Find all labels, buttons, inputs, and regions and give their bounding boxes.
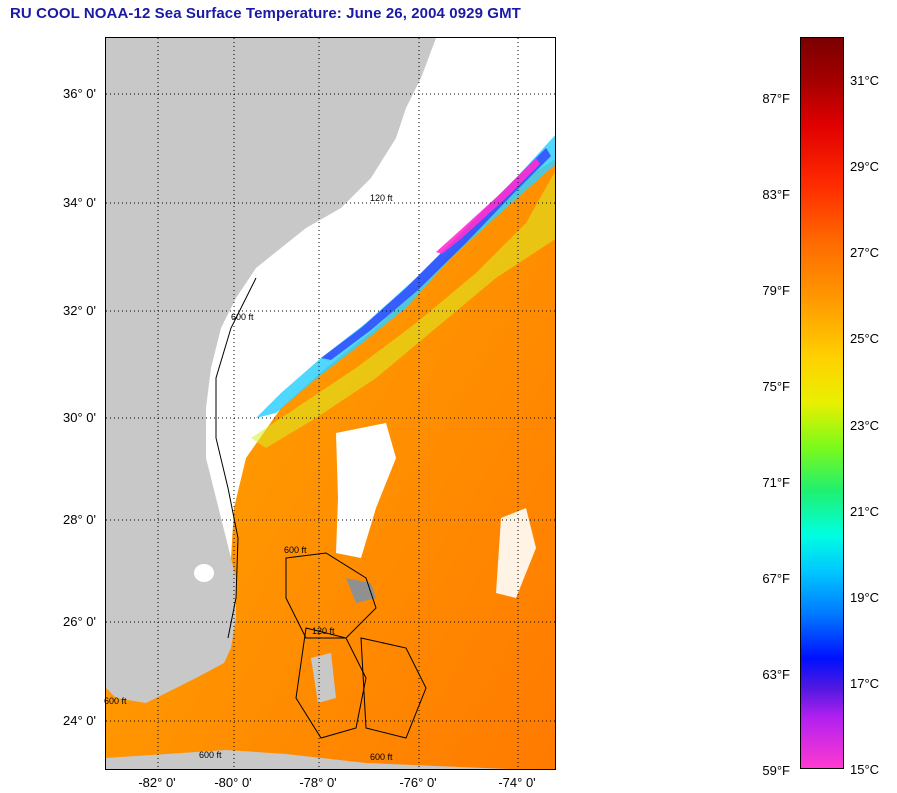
colorbar-c-label: 19°C <box>850 590 880 605</box>
lat-tick-label: 30° 0' <box>63 410 96 425</box>
cloud-patch <box>336 423 396 558</box>
colorbar-f-label: 63°F <box>762 667 790 682</box>
lat-tick-label: 28° 0' <box>63 512 96 527</box>
colorbar-f-label: 75°F <box>762 379 790 394</box>
lat-tick-label: 36° 0' <box>63 86 96 101</box>
colorbar-f-label: 59°F <box>762 763 790 778</box>
lon-tick-label: -74° 0' <box>498 775 536 790</box>
sst-map <box>105 37 556 770</box>
colorbar-c-label: 15°C <box>850 762 880 777</box>
colorbar-c-label: 29°C <box>850 159 880 174</box>
colorbar-c-label: 31°C <box>850 73 880 88</box>
lat-tick-label: 34° 0' <box>63 195 96 210</box>
lake-okeechobee <box>194 564 214 582</box>
colorbar-f-label: 83°F <box>762 187 790 202</box>
colorbar-f-label: 87°F <box>762 91 790 106</box>
lat-tick-label: 26° 0' <box>63 614 96 629</box>
transition-band <box>251 171 555 448</box>
depth-contour <box>360 637 427 739</box>
contour-label: 600 ft <box>104 696 127 706</box>
contour-label: 600 ft <box>370 752 393 762</box>
contour-label: 600 ft <box>199 750 222 760</box>
contour-label: 600 ft <box>284 545 307 555</box>
contour-label: 120 ft <box>312 626 335 636</box>
temperature-colorbar <box>800 37 844 769</box>
contour-label: 120 ft <box>370 193 393 203</box>
cloud-patch-east <box>496 508 536 598</box>
colorbar-c-label: 23°C <box>850 418 880 433</box>
lon-tick-label: -78° 0' <box>299 775 337 790</box>
lat-tick-label: 24° 0' <box>63 713 96 728</box>
depth-contour <box>285 552 377 639</box>
depth-contour <box>215 277 257 639</box>
depth-contour <box>295 627 367 739</box>
lon-tick-label: -76° 0' <box>399 775 437 790</box>
colorbar-c-label: 17°C <box>850 676 880 691</box>
lon-tick-label: -80° 0' <box>214 775 252 790</box>
colorbar-c-label: 25°C <box>850 331 880 346</box>
contour-label: 600 ft <box>231 312 254 322</box>
colorbar-c-label: 27°C <box>850 245 880 260</box>
lat-tick-label: 32° 0' <box>63 303 96 318</box>
colorbar-f-label: 67°F <box>762 571 790 586</box>
bahamas-andros <box>311 653 336 703</box>
colorbar-c-label: 21°C <box>850 504 880 519</box>
front-magenta <box>436 158 540 254</box>
cold-front-band <box>256 135 555 418</box>
land-mass <box>106 38 436 703</box>
cuba-land <box>106 750 509 769</box>
colorbar-f-label: 71°F <box>762 475 790 490</box>
colorbar-f-label: 79°F <box>762 283 790 298</box>
lon-tick-label: -82° 0' <box>138 775 176 790</box>
map-title: RU COOL NOAA-12 Sea Surface Temperature:… <box>10 5 521 22</box>
